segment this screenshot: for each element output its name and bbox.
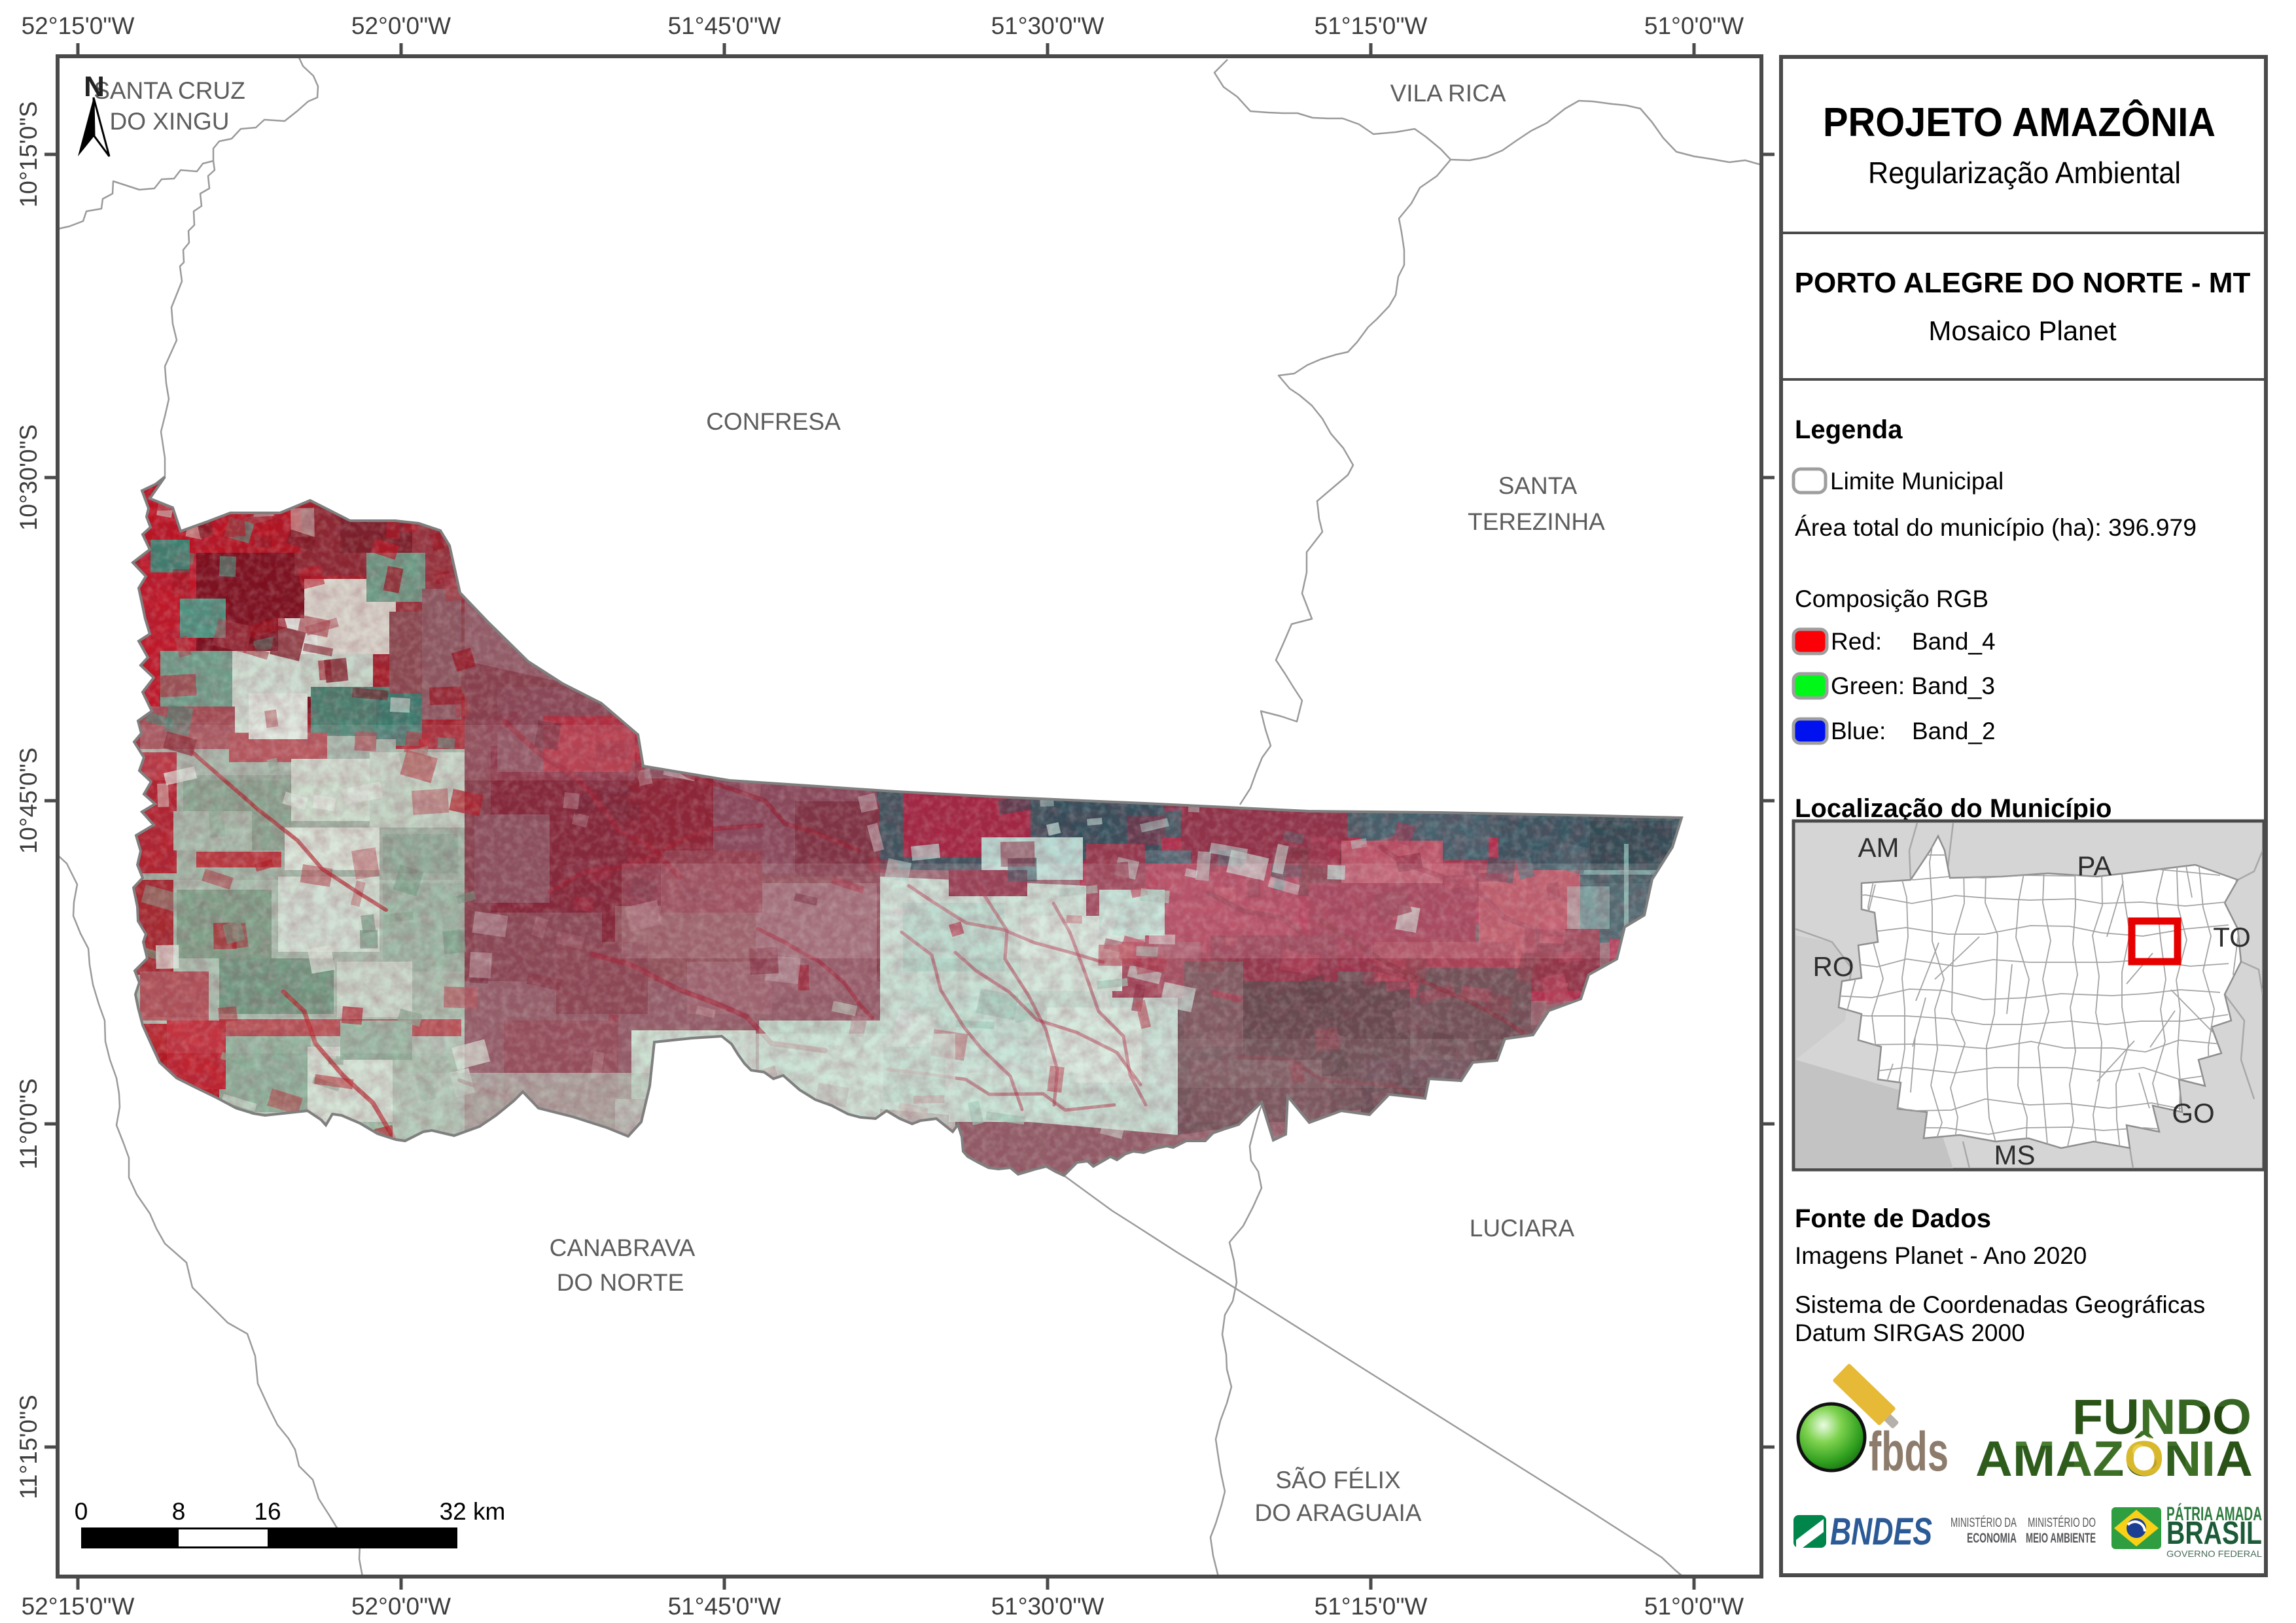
svg-text:Área total do município (ha):: Área total do município (ha): 396.979 (1795, 514, 2197, 541)
svg-text:51°45'0"W: 51°45'0"W (668, 1593, 781, 1620)
svg-text:DO ARAGUAIA: DO ARAGUAIA (1255, 1499, 1422, 1526)
svg-text:SANTA: SANTA (1498, 472, 1578, 499)
svg-text:RO: RO (1813, 951, 1854, 982)
svg-text:MINISTÉRIO DO: MINISTÉRIO DO (2028, 1515, 2096, 1530)
svg-text:CONFRESA: CONFRESA (706, 408, 841, 435)
svg-text:DO XINGU: DO XINGU (110, 108, 230, 135)
svg-text:51°45'0"W: 51°45'0"W (668, 12, 781, 39)
svg-text:Fonte de Dados: Fonte de Dados (1795, 1204, 1991, 1233)
svg-text:Localização do Município: Localização do Município (1795, 794, 2112, 823)
svg-text:MS: MS (1994, 1140, 2036, 1170)
svg-text:TEREZINHA: TEREZINHA (1468, 508, 1605, 535)
svg-text:SÃO FÉLIX: SÃO FÉLIX (1275, 1467, 1400, 1493)
svg-text:Datum SIRGAS 2000: Datum SIRGAS 2000 (1795, 1319, 2025, 1346)
svg-text:Sistema de Coordenadas Geográf: Sistema de Coordenadas Geográficas (1795, 1291, 2205, 1318)
svg-text:51°0'0"W: 51°0'0"W (1644, 12, 1744, 39)
svg-text:MINISTÉRIO DA: MINISTÉRIO DA (1951, 1515, 2017, 1530)
svg-text:PA: PA (2077, 850, 2112, 881)
svg-text:11°0'0"S: 11°0'0"S (15, 1078, 42, 1169)
svg-text:16: 16 (254, 1498, 281, 1525)
svg-text:ECONOMIA: ECONOMIA (1967, 1531, 2017, 1546)
svg-text:BRASIL: BRASIL (2166, 1516, 2262, 1551)
svg-text:Legenda: Legenda (1795, 415, 1903, 444)
svg-text:BNDES: BNDES (1830, 1510, 1932, 1553)
svg-text:51°15'0"W: 51°15'0"W (1315, 12, 1428, 39)
svg-text:Blue:: Blue: (1831, 718, 1886, 744)
svg-text:Band_4: Band_4 (1912, 628, 1996, 655)
svg-text:52°0'0"W: 52°0'0"W (351, 12, 451, 39)
svg-text:PÁTRIA AMADA: PÁTRIA AMADA (2166, 1503, 2262, 1525)
svg-text:10°45'0"S: 10°45'0"S (15, 748, 42, 854)
svg-text:PORTO ALEGRE DO NORTE - MT: PORTO ALEGRE DO NORTE - MT (1795, 267, 2251, 299)
svg-text:11°15'0"S: 11°15'0"S (15, 1395, 42, 1499)
svg-text:Green: Band_3: Green: Band_3 (1831, 672, 1995, 699)
svg-text:51°30'0"W: 51°30'0"W (991, 1593, 1104, 1620)
svg-text:51°15'0"W: 51°15'0"W (1315, 1593, 1428, 1620)
svg-text:SANTA CRUZ: SANTA CRUZ (94, 77, 245, 104)
svg-text:52°0'0"W: 52°0'0"W (351, 1593, 451, 1620)
svg-text:GO: GO (2172, 1098, 2214, 1128)
svg-text:VILA RICA: VILA RICA (1390, 80, 1506, 107)
svg-text:52°15'0"W: 52°15'0"W (22, 12, 135, 39)
svg-text:Red:: Red: (1831, 628, 1882, 655)
svg-text:PROJETO AMAZÔNIA: PROJETO AMAZÔNIA (1823, 100, 2216, 145)
svg-text:CANABRAVA: CANABRAVA (550, 1234, 696, 1261)
svg-text:Regularização Ambiental: Regularização Ambiental (1868, 156, 2181, 190)
svg-text:MEIO AMBIENTE: MEIO AMBIENTE (2026, 1531, 2096, 1546)
svg-text:fbds: fbds (1869, 1421, 1949, 1482)
svg-text:GOVERNO FEDERAL: GOVERNO FEDERAL (2166, 1548, 2262, 1559)
svg-text:32 km: 32 km (440, 1498, 506, 1525)
svg-text:52°15'0"W: 52°15'0"W (22, 1593, 135, 1620)
svg-text:Limite Municipal: Limite Municipal (1830, 468, 2004, 495)
svg-text:Imagens Planet - Ano 2020: Imagens Planet - Ano 2020 (1795, 1242, 2087, 1269)
svg-text:0: 0 (75, 1498, 88, 1525)
svg-text:LUCIARA: LUCIARA (1470, 1215, 1575, 1242)
svg-text:TO: TO (2213, 922, 2251, 952)
svg-text:Composição RGB: Composição RGB (1795, 585, 1988, 612)
svg-text:51°30'0"W: 51°30'0"W (991, 12, 1104, 39)
svg-text:10°30'0"S: 10°30'0"S (15, 425, 42, 531)
svg-text:Mosaico Planet: Mosaico Planet (1928, 315, 2116, 346)
svg-text:Band_2: Band_2 (1912, 718, 1996, 744)
svg-text:10°15'0"S: 10°15'0"S (15, 101, 42, 208)
svg-text:DO NORTE: DO NORTE (557, 1269, 684, 1296)
svg-text:8: 8 (172, 1498, 186, 1525)
svg-text:AM: AM (1858, 832, 1899, 863)
svg-text:51°0'0"W: 51°0'0"W (1644, 1593, 1744, 1620)
